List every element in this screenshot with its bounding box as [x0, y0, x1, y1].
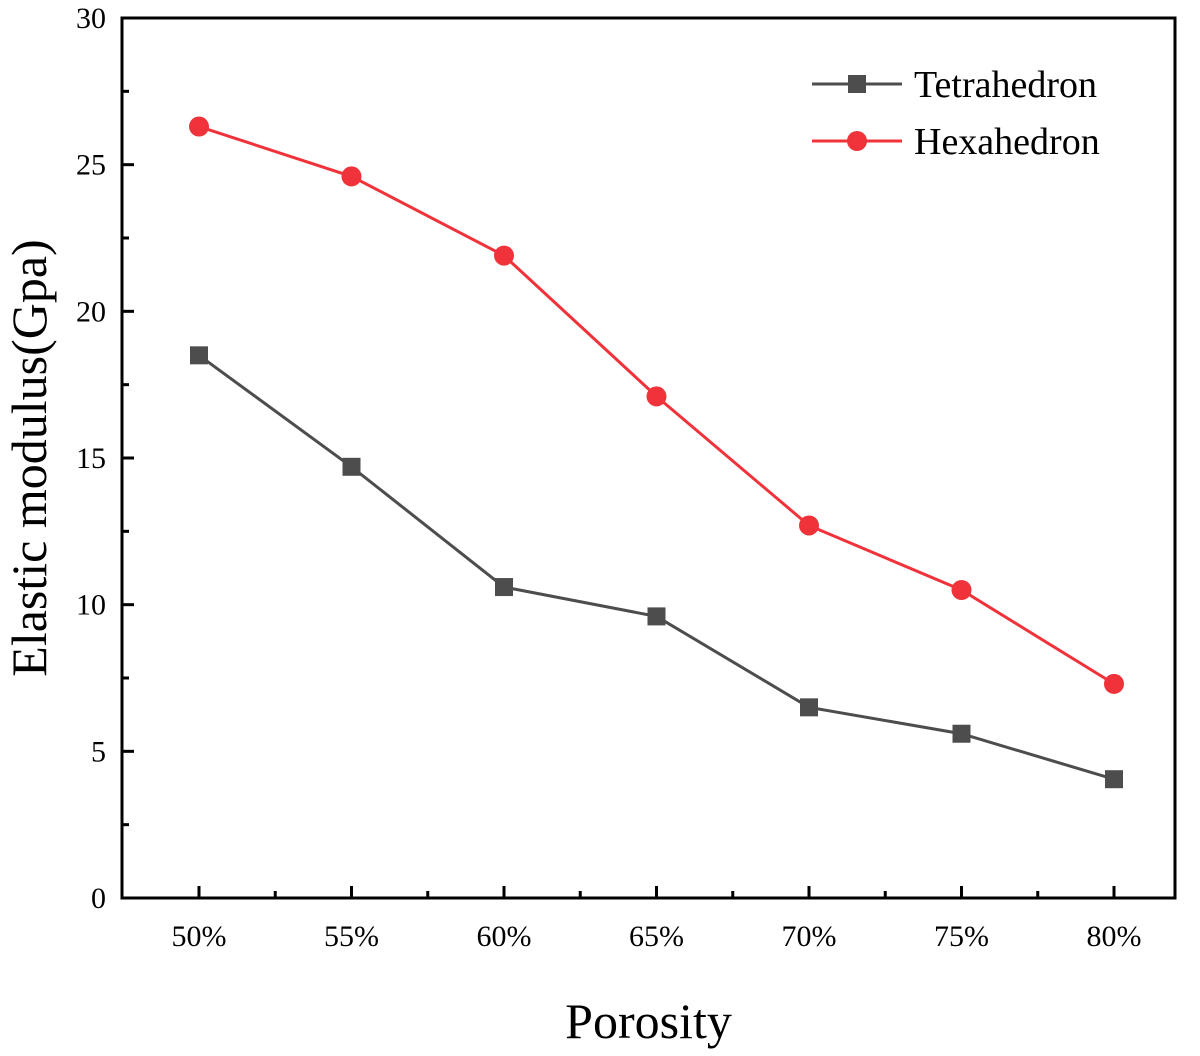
- data-point-hexahedron: [494, 245, 514, 266]
- data-point-hexahedron: [646, 386, 667, 407]
- x-tick-label: 70%: [782, 920, 837, 953]
- x-tick-label: 80%: [1087, 920, 1142, 953]
- x-tick-label: 55%: [324, 920, 379, 953]
- data-point-tetrahedron: [342, 457, 361, 476]
- legend: Tetrahedron Hexahedron: [812, 64, 1100, 163]
- y-tick-label: 20: [76, 295, 106, 328]
- y-tick-label: 15: [76, 442, 106, 475]
- chart-axes: 0 5 10 15 20 25 30 50% 55% 60% 65% 70% 75% 80%: [76, 2, 1177, 953]
- data-point-hexahedron: [1104, 673, 1124, 694]
- data-point-tetrahedron: [495, 578, 513, 597]
- data-point-tetrahedron: [1105, 770, 1123, 789]
- y-tick-label: 5: [91, 735, 106, 768]
- y-tick-label: 10: [76, 589, 106, 622]
- y-tick-label: 25: [76, 149, 106, 182]
- x-tick-label: 75%: [934, 920, 989, 953]
- y-tick-label: 0: [91, 882, 106, 915]
- legend-marker-circle: [847, 131, 867, 151]
- legend-label: Hexahedron: [914, 121, 1100, 163]
- y-axis-title: Elastic modulus(Gpa): [1, 239, 57, 676]
- x-axis-title: Porosity: [565, 993, 732, 1049]
- data-point-hexahedron: [951, 580, 972, 600]
- series-line-tetrahedron: [198, 354, 1115, 781]
- data-point-tetrahedron: [952, 724, 971, 743]
- data-point-hexahedron: [189, 116, 209, 137]
- x-tick-label: 65%: [629, 920, 684, 953]
- data-point-tetrahedron: [800, 698, 818, 717]
- data-point-tetrahedron: [647, 607, 666, 626]
- x-tick-label: 50%: [172, 920, 227, 953]
- y-tick-label: 30: [76, 2, 106, 35]
- legend-marker-square: [848, 75, 866, 93]
- data-point-hexahedron: [799, 515, 819, 536]
- data-point-hexahedron: [341, 166, 362, 187]
- legend-label: Tetrahedron: [914, 64, 1097, 106]
- data-point-tetrahedron: [190, 346, 208, 365]
- x-tick-label: 60%: [477, 920, 532, 953]
- plot-area: [189, 116, 1124, 789]
